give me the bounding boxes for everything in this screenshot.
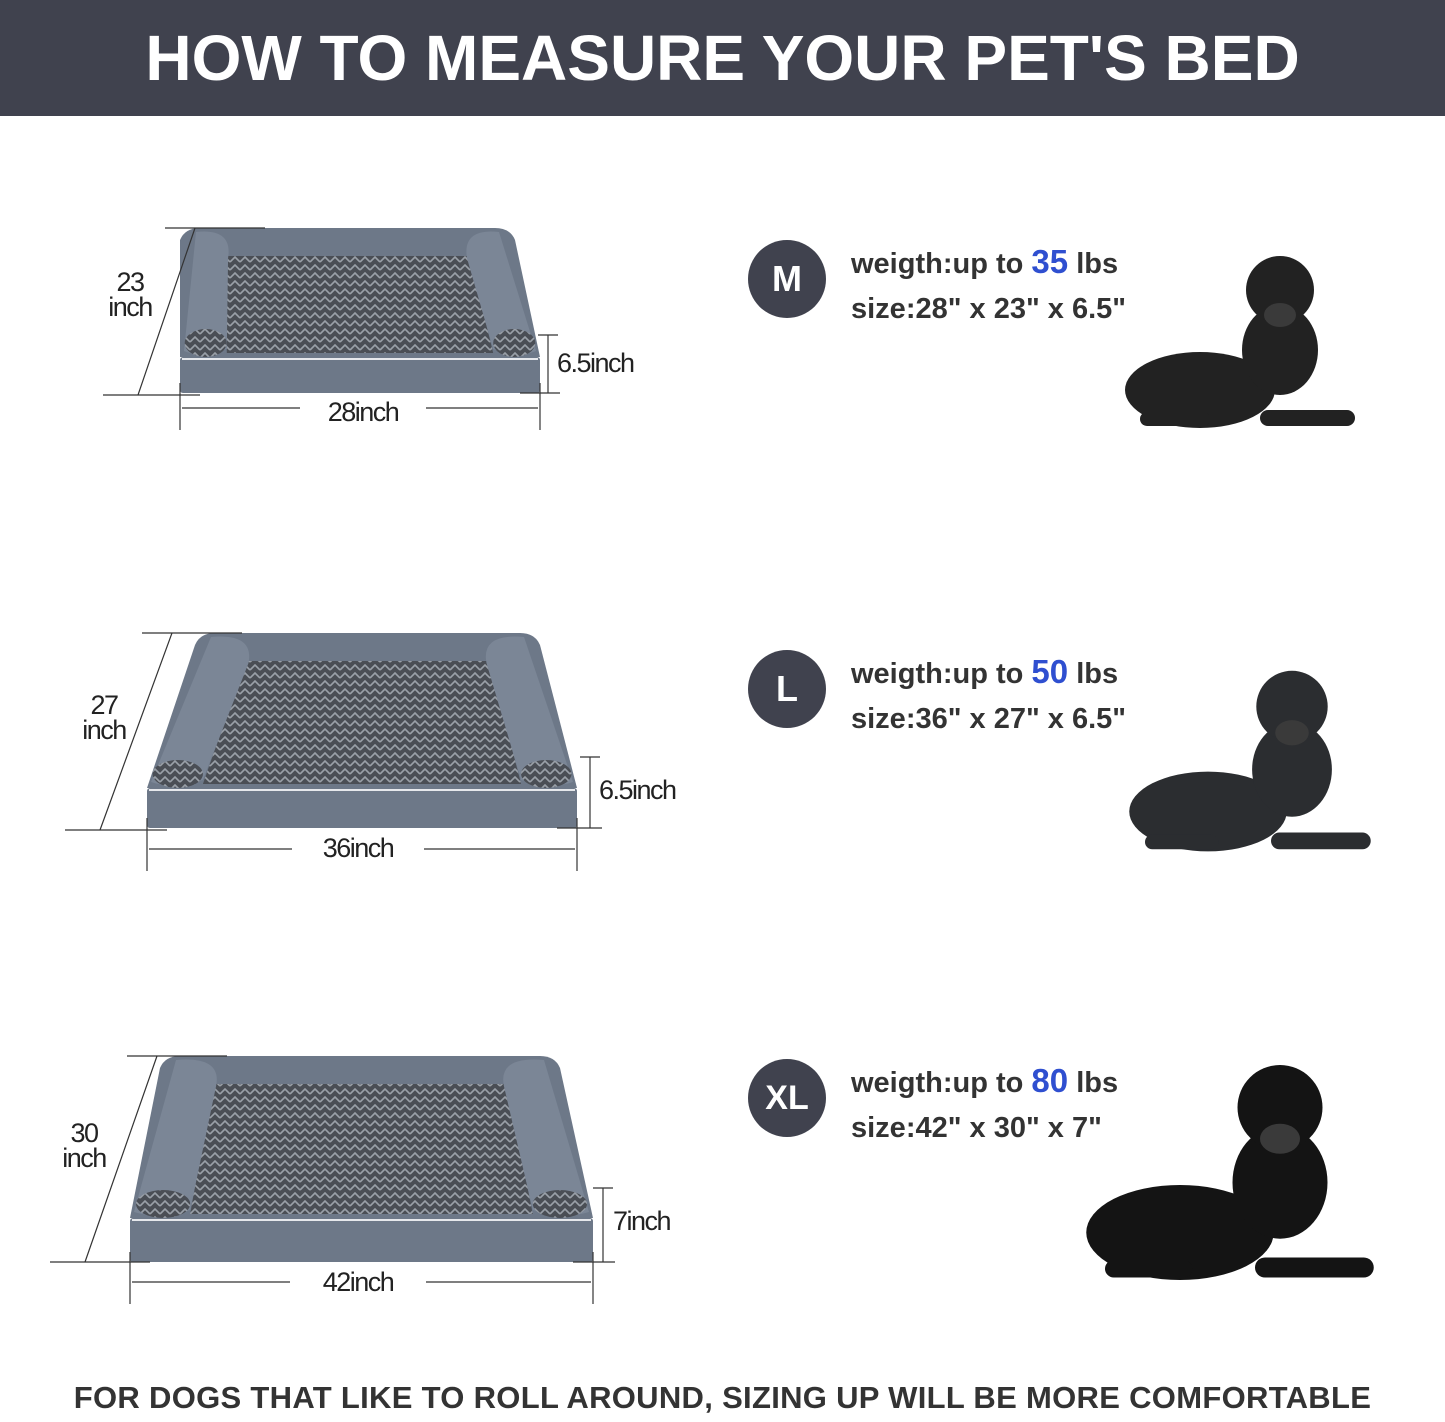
bed-arm-right (503, 1059, 589, 1216)
size-badge-l: L (748, 650, 826, 728)
weight-value: 35 (1031, 243, 1069, 280)
bed-base (180, 357, 540, 393)
depth-dimension-line (99, 632, 173, 831)
depth-number: 23 (116, 267, 145, 297)
size-badge-xl: XL (748, 1059, 826, 1137)
depth-number: 27 (90, 690, 119, 720)
french-bulldog-icon (1125, 256, 1355, 428)
bed-arm-left (134, 1059, 217, 1216)
spec-m: weigth:up to 35 lbs size:28" x 23" x 6.5… (851, 239, 1126, 332)
size-badge-m: M (748, 240, 826, 318)
weight-unit: lbs (1076, 1067, 1119, 1099)
cocker-spaniel-icon (1129, 670, 1371, 852)
size-text: size:42" x 30" x 7" (851, 1112, 1102, 1144)
height-label-xl: 7inch (613, 1206, 672, 1236)
weight-value: 50 (1031, 653, 1069, 690)
bed-cushion (225, 256, 494, 353)
weight-line: weigth:up to 80 lbs (851, 1058, 1118, 1106)
height-label-m: 6.5inch (557, 348, 635, 378)
bed-arm-left (151, 636, 250, 786)
arm-end-left (136, 1190, 191, 1218)
depth-unit: inch (82, 715, 127, 745)
bed-base (130, 1218, 593, 1262)
depth-label-l: 27 inch (74, 690, 134, 745)
depth-unit: inch (62, 1143, 107, 1173)
arm-end-right (532, 1190, 587, 1218)
weight-value: 80 (1031, 1062, 1069, 1099)
bed-cushion (202, 661, 522, 784)
weight-prefix: weigth:up to (851, 1067, 1024, 1099)
black-labrador-icon (1086, 1065, 1374, 1280)
weight-unit: lbs (1076, 248, 1119, 280)
weight-line: weigth:up to 50 lbs (851, 649, 1126, 697)
arm-end-left (152, 760, 203, 788)
spec-l: weigth:up to 50 lbs size:36" x 27" x 6.5… (851, 649, 1126, 742)
weight-unit: lbs (1076, 658, 1119, 690)
depth-unit: inch (108, 292, 153, 322)
bed-arm-right (466, 231, 536, 355)
bed-arm-left (184, 231, 229, 355)
arm-end-right (521, 760, 572, 788)
width-label-xl: 42inch (290, 1269, 426, 1296)
weight-prefix: weigth:up to (851, 248, 1024, 280)
bed-base (147, 788, 577, 828)
depth-dimension-line (137, 227, 196, 396)
height-label-l: 6.5inch (599, 775, 677, 805)
width-label-l: 36inch (292, 835, 424, 862)
weight-prefix: weigth:up to (851, 658, 1024, 690)
arm-end-right (493, 329, 536, 357)
page-title: HOW TO MEASURE YOUR PET'S BED (145, 22, 1300, 94)
depth-dimension-line (84, 1055, 158, 1263)
header-banner: HOW TO MEASURE YOUR PET'S BED (0, 0, 1445, 116)
width-label-m: 28inch (300, 399, 426, 426)
depth-label-m: 23 inch (100, 267, 160, 322)
size-text: size:28" x 23" x 6.5" (851, 293, 1127, 325)
arm-end-left (184, 329, 227, 357)
weight-line: weigth:up to 35 lbs (851, 239, 1126, 287)
bed-arm-right (485, 636, 573, 786)
depth-label-xl: 30 inch (54, 1118, 114, 1173)
depth-number: 30 (70, 1118, 99, 1148)
bed-cushion (190, 1084, 533, 1214)
footer-note: FOR DOGS THAT LIKE TO ROLL AROUND, SIZIN… (73, 1380, 1372, 1415)
spec-xl: weigth:up to 80 lbs size:42" x 30" x 7" (851, 1058, 1118, 1151)
size-text: size:36" x 27" x 6.5" (851, 703, 1127, 735)
